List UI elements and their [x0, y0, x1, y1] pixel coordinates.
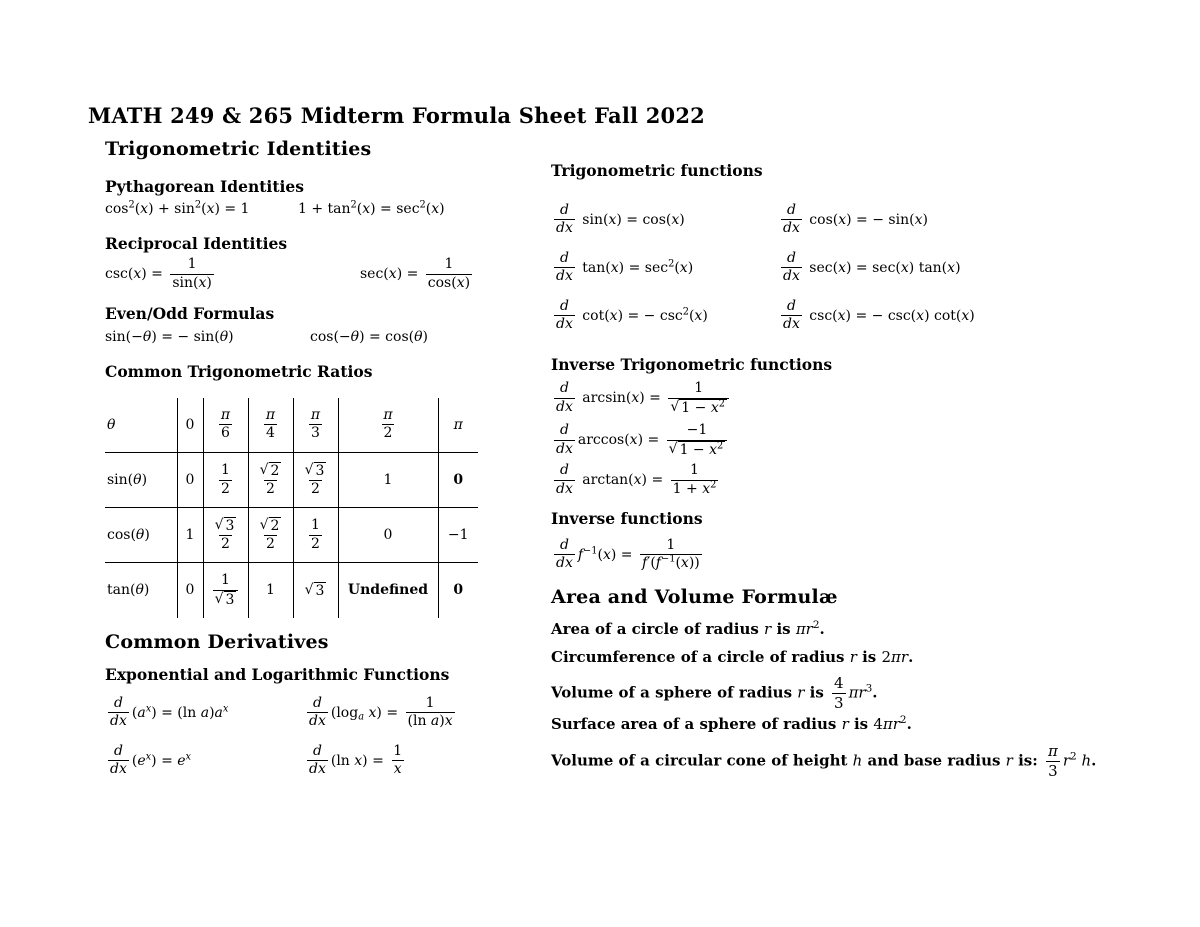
table-cell: 0: [337, 507, 438, 564]
surface-area-sphere-line: Surface area of a sphere of radius r is …: [551, 713, 912, 733]
table-cell: sin(θ): [105, 452, 177, 509]
formula-deriv-sin: d dx sin(x) = cos(x): [554, 201, 685, 237]
page-title: MATH 249 & 265 Midterm Formula Sheet Fal…: [88, 103, 705, 128]
formula-deriv-sec: d dx sec(x) = sec(x) tan(x): [781, 249, 961, 285]
table-cell: cos(θ): [105, 507, 177, 564]
table-cell: −1: [437, 507, 478, 564]
formula-deriv-log-a: d dx (loga x) = 1 (ln a)x: [307, 694, 455, 730]
subsection-heading-trig-functions: Trigonometric functions: [551, 161, 763, 180]
formula-deriv-arcsin: d dx arcsin(x) = 1 √ 1 − x2: [551, 380, 1196, 416]
trig-derivative-row: d dx cot(x) = − csc2(x) d dx csc(x) = − cs…: [551, 298, 1196, 334]
table-cell: Undefined: [337, 562, 438, 618]
trig-derivative-row: d dx sin(x) = cos(x) d dx cos(x) = − sin(x…: [551, 202, 1196, 238]
table-cell: 1 √ 3: [202, 562, 248, 618]
formula-sec: sec(x) = 1 cos(x): [360, 256, 473, 291]
section-heading-trigonometric-identities: Trigonometric Identities: [105, 138, 372, 160]
table-cell: √ 3 2: [292, 452, 338, 509]
formula-deriv-inverse-function: d dx f−1(x) = 1 f′(f−1(x)): [554, 536, 702, 572]
right-column: Trigonometric functions d dx sin(x) = cos…: [551, 161, 1196, 781]
subsection-heading-exp-log: Exponential and Logarithmic Functions: [105, 665, 450, 685]
table-row-tan: tan(θ) 0 1 √ 3 1 √ 3 Undefined 0: [105, 562, 478, 618]
table-cell: √ 3 2: [202, 507, 248, 564]
formula-deriv-e-to-x: d dx (ex) = ex: [108, 742, 192, 778]
area-circle-line: Area of a circle of radius r is πr2.: [551, 618, 825, 638]
subsection-heading-even-odd: Even/Odd Formulas: [105, 304, 275, 324]
table-cell: 0: [437, 562, 478, 618]
table-cell: 1: [337, 452, 438, 509]
circumference-circle-line: Circumference of a circle of radius r is…: [551, 648, 914, 667]
subsection-heading-inverse-functions: Inverse functions: [551, 509, 703, 529]
subsection-heading-common-ratios: Common Trigonometric Ratios: [105, 361, 373, 381]
formula-pythagorean-1: cos2(x) + sin2(x) = 1: [105, 200, 250, 218]
table-cell: √ 3: [292, 562, 338, 618]
formula-cos-negative: cos(−θ) = cos(θ): [310, 328, 429, 345]
volume-sphere-line: Volume of a sphere of radius r is 4 3 πr3.: [551, 674, 878, 712]
table-cell: 0: [176, 562, 203, 618]
table-cell: 1: [176, 507, 203, 564]
pythagorean-formula-row: cos2(x) + sin2(x) = 1 1 + tan2(x) = sec2…: [105, 200, 550, 218]
formula-csc: csc(x) = 1 sin(x): [105, 256, 214, 291]
subsection-heading-reciprocal-identities: Reciprocal Identities: [105, 233, 288, 253]
formula-deriv-cot: d dx cot(x) = − csc2(x): [554, 297, 708, 333]
table-cell: 0: [437, 452, 478, 509]
formula-deriv-tan: d dx tan(x) = sec2(x): [554, 249, 694, 285]
formula-deriv-arccos: d dx arccos(x) = −1 √ 1 − x2: [551, 422, 1196, 458]
table-cell: θ: [105, 397, 177, 454]
subsection-heading-inverse-trig: Inverse Trigonometric functions: [551, 354, 833, 374]
table-cell: 0: [176, 452, 203, 509]
formula-sin-negative: sin(−θ) = − sin(θ): [105, 328, 234, 345]
table-cell: π: [437, 397, 478, 454]
derivative-formula-row: d dx (ax) = (ln a)ax d dx (loga x) = 1 (ln a)…: [105, 695, 550, 731]
formula-pythagorean-2: 1 + tan2(x) = sec2(x): [298, 200, 445, 218]
reciprocal-formula-row: csc(x) = 1 sin(x) sec(x) = 1 cos(x): [105, 256, 550, 292]
subsection-heading-pythagorean-identities: Pythagorean Identities: [105, 176, 304, 196]
left-column: Trigonometric Identities Pythagorean Ide…: [105, 138, 550, 779]
table-cell: 0: [176, 397, 203, 454]
table-cell: √ 2 2: [247, 452, 293, 509]
trig-derivative-row: d dx tan(x) = sec2(x) d dx sec(x) = sec(x)…: [551, 250, 1196, 286]
table-cell: 1: [247, 562, 293, 618]
table-cell: tan(θ): [107, 582, 150, 599]
formula-deriv-cos: d dx cos(x) = − sin(x): [781, 201, 928, 237]
formula-deriv-a-to-x: d dx (ax) = (ln a)ax: [108, 694, 229, 730]
section-heading-common-derivatives: Common Derivatives: [105, 630, 329, 653]
table-cell: √ 2 2: [247, 507, 293, 564]
volume-cone-line: Volume of a circular cone of height h an…: [551, 742, 1097, 781]
formula-deriv-csc: d dx csc(x) = − csc(x) cot(x): [781, 297, 975, 333]
even-odd-formula-row: sin(−θ) = − sin(θ) cos(−θ) = cos(θ): [105, 328, 550, 346]
section-heading-area-volume: Area and Volume Formulæ: [551, 585, 838, 608]
